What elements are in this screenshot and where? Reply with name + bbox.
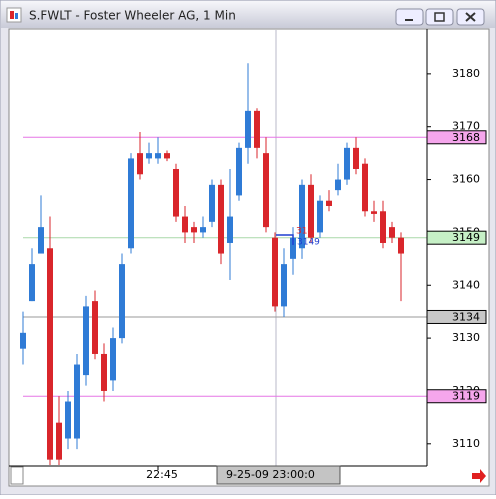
level-box xyxy=(426,130,487,145)
candle-body xyxy=(200,227,206,233)
app-icon-mark xyxy=(10,11,14,19)
candle-body xyxy=(101,353,107,391)
candle-body xyxy=(56,422,62,460)
candle-body xyxy=(173,168,179,217)
trade-marker xyxy=(276,234,294,245)
candle-body xyxy=(209,184,215,222)
candle-body xyxy=(65,401,71,439)
candle-body xyxy=(263,153,269,228)
candle-body xyxy=(290,237,296,259)
y-tick-label: 3130 xyxy=(452,331,480,344)
level-box xyxy=(426,309,487,324)
level-box xyxy=(426,230,487,245)
y-tick-label: 3160 xyxy=(452,173,480,186)
minimize-button[interactable] xyxy=(395,8,424,26)
candle-body xyxy=(155,153,161,159)
y-tick-label: 3110 xyxy=(452,437,480,450)
level-label: 3119 xyxy=(452,390,480,403)
maximize-glyph xyxy=(434,12,445,22)
scroll-arrow[interactable] xyxy=(472,469,486,483)
level-label: 3149 xyxy=(452,231,480,244)
candle-body xyxy=(92,301,98,354)
candle-body xyxy=(380,211,386,243)
candle-body xyxy=(353,147,359,169)
candle-body xyxy=(29,264,35,302)
candle-body xyxy=(182,216,188,233)
candle-body xyxy=(38,227,44,254)
candle-body xyxy=(74,364,80,439)
level-label: 3168 xyxy=(452,131,480,144)
candle-body xyxy=(335,179,341,191)
annotation: 314 xyxy=(296,227,313,237)
candle-body xyxy=(389,227,395,238)
candle-body xyxy=(164,153,170,159)
candle-body xyxy=(110,338,116,381)
scroll-box[interactable] xyxy=(10,466,24,485)
candle-body xyxy=(299,184,305,249)
candle-body xyxy=(47,248,53,460)
close-glyph xyxy=(465,12,476,22)
candle-body xyxy=(362,163,368,212)
candle-body xyxy=(254,110,260,148)
candle-body xyxy=(128,158,134,249)
candle-body xyxy=(227,216,233,243)
candle-body xyxy=(281,264,287,307)
candle-body xyxy=(119,264,125,339)
candle-body xyxy=(236,147,242,196)
level-label: 3134 xyxy=(452,310,480,323)
app-icon-mark xyxy=(15,13,18,19)
annotation: 3149 xyxy=(297,238,320,248)
candle-body xyxy=(371,211,377,214)
y-tick-label: 3180 xyxy=(452,67,480,80)
y-tick-label: 3140 xyxy=(452,278,480,291)
level-box xyxy=(426,389,487,404)
window-title: S.FWLT - Foster Wheeler AG, 1 Min xyxy=(29,9,236,23)
candle-body xyxy=(191,227,197,233)
candle-body xyxy=(326,200,332,206)
candle-body xyxy=(245,110,251,148)
maximize-button[interactable] xyxy=(425,8,454,26)
candle-body xyxy=(83,306,89,376)
candle-body xyxy=(20,332,26,349)
x-tick-label: 22:45 xyxy=(146,468,178,481)
candle-body xyxy=(146,153,152,159)
chart-panel xyxy=(8,28,490,487)
candle-body xyxy=(272,237,278,307)
cursor-x-label: 9-25-09 23:00:0 xyxy=(226,468,315,481)
candle-body xyxy=(308,184,314,238)
candle-body xyxy=(344,147,350,180)
window-buttons xyxy=(395,8,485,26)
candle-body xyxy=(317,200,323,233)
y-tick-label: 3170 xyxy=(452,120,480,133)
cursor-x-box xyxy=(216,465,341,485)
candle-body xyxy=(218,184,224,254)
candle-body xyxy=(398,237,404,254)
candle-body xyxy=(137,153,143,175)
